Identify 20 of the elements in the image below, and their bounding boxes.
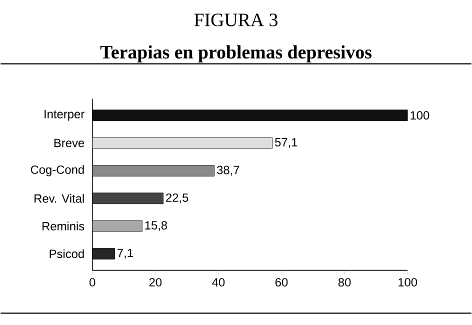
- y-tick-label: Psicod: [50, 249, 84, 258]
- data-label: 22,5: [166, 193, 188, 204]
- x-tick-label: 100: [398, 278, 418, 286]
- data-label: 100: [410, 111, 430, 120]
- y-tick-label: Cog-Cond: [30, 165, 84, 176]
- chart-title: FIGURA 3: [194, 14, 278, 26]
- data-label: 15,8: [145, 221, 168, 231]
- data-label: 57,1: [275, 138, 298, 148]
- x-tick-label: 20: [149, 278, 162, 286]
- y-tick-label: Rev. Vital: [34, 194, 84, 203]
- data-label: 38,7: [217, 166, 240, 176]
- y-tick-label: Interper: [44, 110, 84, 121]
- x-tick-label: 0: [90, 278, 96, 286]
- y-tick-label: Breve: [54, 138, 84, 148]
- x-tick-label: 80: [338, 278, 351, 286]
- data-label: 7,1: [118, 248, 133, 258]
- chart-subtitle: Terapias en problemas depresivos: [100, 45, 372, 62]
- x-tick-label: 60: [275, 278, 288, 286]
- y-tick-label: Reminis: [42, 222, 84, 230]
- x-tick-label: 40: [212, 278, 225, 286]
